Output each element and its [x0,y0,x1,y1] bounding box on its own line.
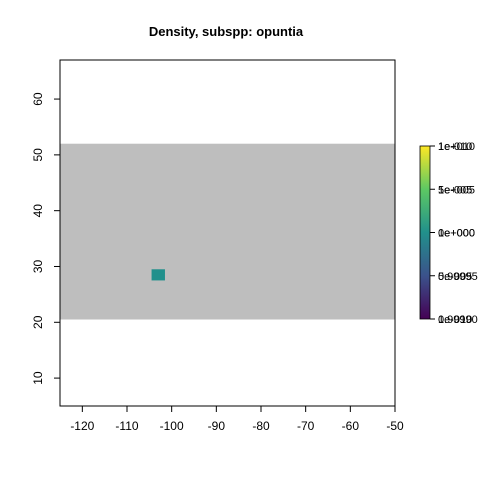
chart-title: Density, subspp: opuntia [149,24,304,39]
colorbar-tick-label: 1e-010 [438,314,472,326]
x-tick-label: -60 [342,419,360,433]
density-cell [151,269,165,281]
colorbar-gradient [419,145,431,320]
x-tick-label: -80 [252,419,270,433]
y-tick-label: 30 [31,259,45,273]
x-tick-label: -90 [208,419,226,433]
x-tick-label: -70 [297,419,315,433]
x-tick-label: -50 [386,419,404,433]
y-tick-label: 40 [31,204,45,218]
y-tick-label: 60 [31,92,45,106]
colorbar: 1e-0101e+0105e-0051e+0051e+0000e+0000.99… [419,141,478,326]
y-tick-label: 10 [31,371,45,385]
colorbar-tick-label: 1e+000 [438,228,475,240]
x-axis: -120 -110 -100 -90 -80 -70 -60 -50 [70,405,404,433]
colorbar-tick-label: 5e-005 [438,184,472,196]
raster-layer [60,143,395,320]
y-tick-label: 50 [31,148,45,162]
y-axis: 10 20 30 40 50 60 [31,92,61,385]
colorbar-tick-label: 0e+000 [438,228,475,240]
colorbar-ticks: 1e-0101e+0105e-0051e+0051e+0000e+0000.99… [430,141,478,326]
x-tick-label: -110 [115,419,138,433]
x-tick-label: -100 [160,419,184,433]
colorbar-tick-label: 5e-005 [438,271,472,283]
colorbar-tick-label: 1e+010 [438,141,475,153]
colorbar-tick-label: 0.99990 [438,314,478,326]
y-tick-label: 20 [31,315,45,329]
colorbar-tick-label: 0.99995 [438,271,478,283]
colorbar-tick-label: 1e+005 [438,184,475,196]
x-tick-label: -120 [70,419,94,433]
colorbar-tick-label: 1e-010 [438,141,472,153]
raster-background [60,143,395,320]
